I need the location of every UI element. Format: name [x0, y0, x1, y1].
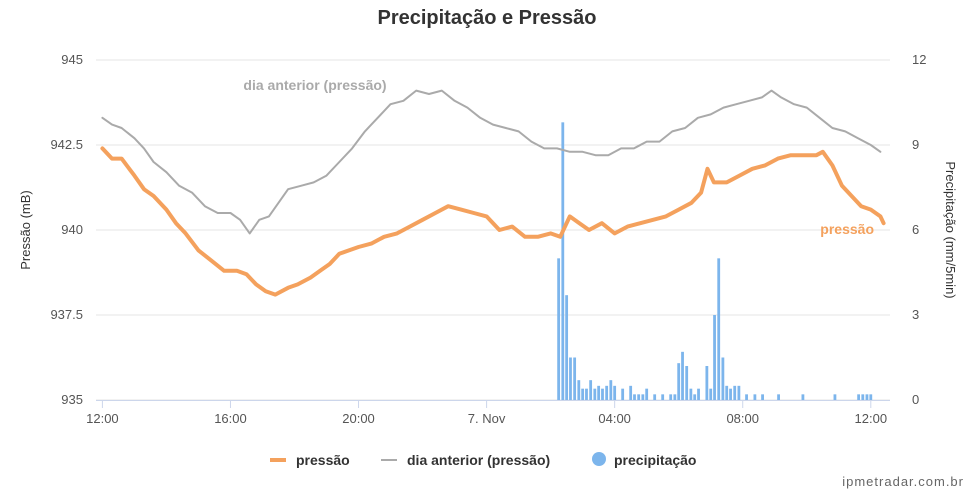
precipitation-bar [721, 357, 725, 400]
precipitation-bar [577, 380, 581, 400]
precipitation-bar [745, 394, 748, 400]
y-right-tick-label: 3 [912, 307, 919, 322]
legend-label: precipitação [614, 452, 696, 468]
precipitation-bar [753, 394, 757, 400]
precipitation-bar [693, 394, 697, 400]
precipitation-bar [865, 394, 869, 400]
precipitation-bar [645, 388, 649, 400]
precipitation-bar [861, 394, 865, 400]
y-left-tick-label: 937.5 [50, 307, 83, 322]
y-left-axis-title: Pressão (mB) [18, 190, 33, 269]
precipitation-bar [725, 385, 729, 400]
y-left-tick-label: 935 [61, 392, 83, 407]
pressure-line [100, 146, 886, 297]
precipitation-bar [705, 366, 709, 400]
precipitation-bar [557, 258, 561, 400]
series-inline-label: pressão [820, 221, 874, 237]
y-left-tick-label: 940 [61, 222, 83, 237]
precipitation-bar [857, 394, 861, 400]
y-right-tick-label: 12 [912, 52, 926, 67]
y-left-tick-label: 945 [61, 52, 83, 67]
legend-symbol-circle [592, 452, 606, 466]
legend-item[interactable]: precipitação [592, 452, 696, 468]
precipitation-bar [633, 394, 636, 400]
legend: pressão dia anterior (pressão) precipitaçã… [270, 452, 696, 468]
precipitation-bar [697, 388, 700, 400]
legend-item[interactable]: pressão [270, 452, 350, 468]
precipitation-bar [729, 388, 732, 400]
precipitation-bar [597, 385, 601, 400]
precipitation-bar [585, 388, 588, 400]
precipitation-bar [569, 357, 572, 400]
precipitation-bar [717, 258, 721, 400]
left-y-axis: 935 937.5 940 942.5 945 [50, 52, 83, 407]
grid-lines [96, 59, 890, 401]
x-tick-label: 7. Nov [468, 411, 506, 426]
x-tick-label: 20:00 [342, 411, 375, 426]
precipitation-bar [589, 380, 593, 400]
precipitation-bar [833, 394, 837, 400]
precipitation-bar [565, 295, 569, 400]
precipitation-bar [685, 366, 689, 400]
precipitation-bar [869, 394, 873, 400]
precipitation-bar [621, 388, 625, 400]
precipitation-bar [561, 122, 565, 400]
precipitation-bar [677, 363, 681, 400]
previous-day-pressure-line [101, 89, 882, 235]
x-tick-label: 04:00 [598, 411, 631, 426]
precipitation-bar [605, 385, 609, 400]
y-right-tick-label: 9 [912, 137, 919, 152]
credit-text[interactable]: ipmetradar.com.br [842, 474, 964, 489]
series-labels: dia anterior (pressão) pressão [243, 77, 874, 237]
x-tick-label: 08:00 [726, 411, 759, 426]
y-left-tick-label: 942.5 [50, 137, 83, 152]
chart-title: Precipitação e Pressão [377, 7, 596, 29]
x-axis: 12:00 16:00 20:00 7. Nov 04:00 08:00 12:00 [86, 400, 890, 426]
precipitation-bar [681, 351, 684, 400]
y-right-axis-title: Precipitação (mm/5min) [943, 161, 958, 298]
precipitation-bar [661, 394, 665, 400]
precipitation-bar [709, 388, 713, 400]
precipitation-bar [573, 357, 577, 400]
precipitation-bar [629, 385, 633, 400]
x-tick-label: 12:00 [86, 411, 119, 426]
precipitation-bar [581, 388, 585, 400]
legend-label: pressão [296, 452, 350, 468]
series-inline-label: dia anterior (pressão) [243, 77, 386, 93]
precipitation-bar [733, 385, 737, 400]
x-tick-label: 16:00 [214, 411, 247, 426]
precipitation-bar [669, 394, 673, 400]
precipitation-bar [653, 394, 657, 400]
precipitation-bar [777, 394, 780, 400]
precipitation-bars [557, 122, 873, 400]
precipitation-bar [637, 394, 641, 400]
precipitation-bar [601, 388, 604, 400]
precipitation-bar [609, 380, 613, 400]
pressure-lines [100, 89, 886, 297]
y-right-tick-label: 0 [912, 392, 919, 407]
legend-label: dia anterior (pressão) [407, 452, 550, 468]
legend-item[interactable]: dia anterior (pressão) [381, 452, 550, 468]
precipitation-bar [641, 394, 645, 400]
precipitation-bar [673, 394, 677, 400]
y-right-tick-label: 6 [912, 222, 919, 237]
precipitation-bar [761, 394, 764, 400]
precipitation-bar [801, 394, 805, 400]
precipitation-bar [593, 388, 597, 400]
precipitation-bar [689, 388, 693, 400]
precipitation-bar [713, 315, 716, 400]
x-tick-label: 12:00 [855, 411, 888, 426]
right-y-axis: 0 3 6 9 12 [912, 52, 926, 407]
precipitation-bar [737, 385, 741, 400]
precipitation-bar [613, 385, 617, 400]
